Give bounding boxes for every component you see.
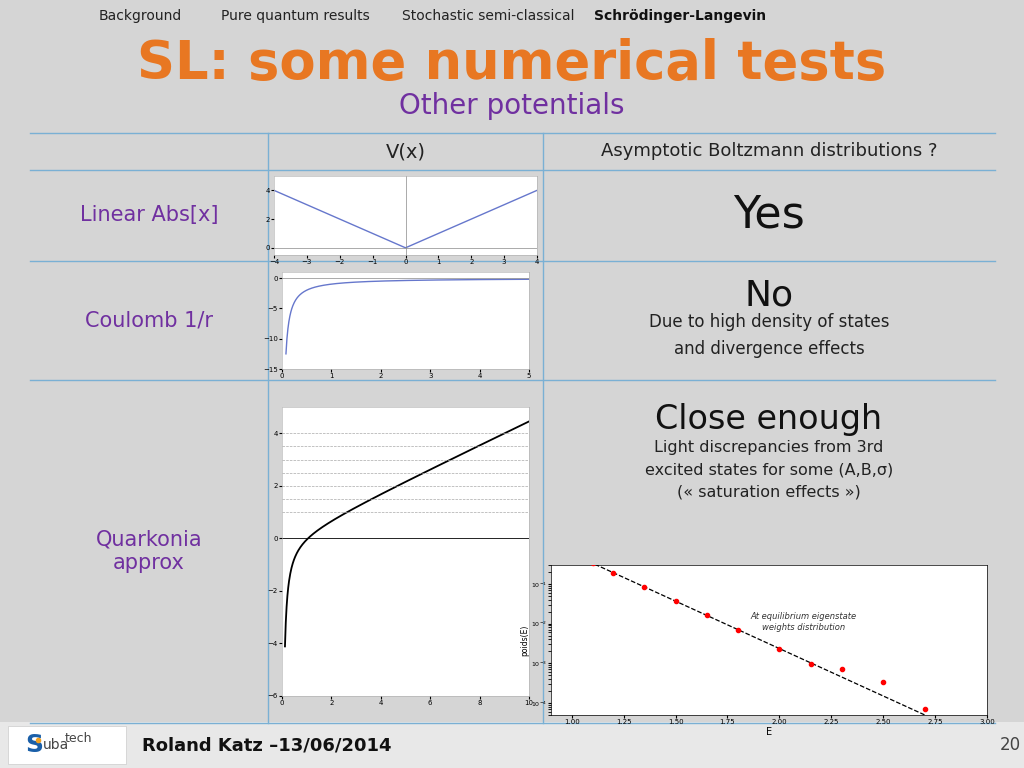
Text: At equilibrium eigenstate
weights distribution: At equilibrium eigenstate weights distri… xyxy=(751,612,857,632)
Text: Background: Background xyxy=(98,9,181,23)
Text: Pure quantum results: Pure quantum results xyxy=(220,9,370,23)
Text: Close enough: Close enough xyxy=(655,403,883,436)
Text: No: No xyxy=(744,279,794,313)
Text: Light discrepancies from 3rd
excited states for some (A,B,σ)
(« saturation effec: Light discrepancies from 3rd excited sta… xyxy=(645,440,893,499)
Text: Quarkonia
approx: Quarkonia approx xyxy=(95,530,203,573)
Text: Linear Abs[x]: Linear Abs[x] xyxy=(80,206,218,226)
Text: V(x): V(x) xyxy=(385,142,426,161)
Text: uba: uba xyxy=(43,738,70,752)
Y-axis label: poids(E): poids(E) xyxy=(520,624,529,656)
Text: Other potentials: Other potentials xyxy=(399,92,625,120)
Text: Due to high density of states
and divergence effects: Due to high density of states and diverg… xyxy=(649,313,889,358)
Text: Schrödinger-Langevin: Schrödinger-Langevin xyxy=(594,9,766,23)
Bar xyxy=(0,722,1024,768)
Text: S: S xyxy=(25,733,43,757)
Text: Coulomb 1/r: Coulomb 1/r xyxy=(85,310,213,330)
Text: 20: 20 xyxy=(999,736,1021,754)
Bar xyxy=(8,726,126,764)
Text: Stochastic semi-classical: Stochastic semi-classical xyxy=(401,9,574,23)
Text: Asymptotic Boltzmann distributions ?: Asymptotic Boltzmann distributions ? xyxy=(601,143,937,161)
Text: Yes: Yes xyxy=(733,194,805,237)
Text: tech: tech xyxy=(65,733,92,746)
X-axis label: E: E xyxy=(766,727,772,737)
Text: Roland Katz –13/06/2014: Roland Katz –13/06/2014 xyxy=(142,736,391,754)
Text: SL: some numerical tests: SL: some numerical tests xyxy=(137,38,887,90)
